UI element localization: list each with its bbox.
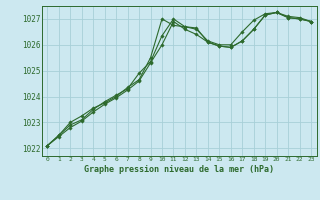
- X-axis label: Graphe pression niveau de la mer (hPa): Graphe pression niveau de la mer (hPa): [84, 165, 274, 174]
